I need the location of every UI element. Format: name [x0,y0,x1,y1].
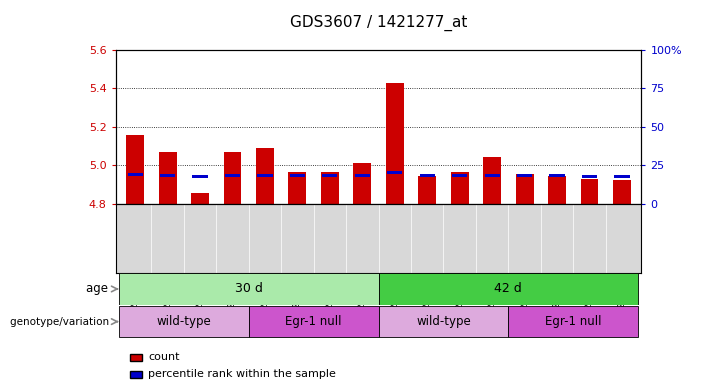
Bar [452,174,468,177]
Bar [126,136,144,204]
Bar [517,174,532,177]
Bar [119,273,379,305]
Bar [322,174,337,177]
Bar [451,172,468,204]
Bar [483,157,501,204]
Text: 42 d: 42 d [494,283,522,295]
Text: genotype/variation: genotype/variation [10,316,112,327]
Bar [256,148,274,204]
Bar [418,176,436,204]
Bar [193,175,207,178]
Bar [580,179,599,204]
Text: wild-type: wild-type [156,315,211,328]
Bar [386,83,404,204]
Bar [128,173,143,176]
Bar [321,172,339,204]
Text: percentile rank within the sample: percentile rank within the sample [148,369,336,379]
Bar [379,273,638,305]
Bar [353,163,372,204]
Bar [582,175,597,178]
Bar [191,193,209,204]
Bar [289,172,306,204]
Bar [550,174,564,177]
Text: age: age [86,283,112,295]
Bar [387,171,402,174]
Bar [548,176,566,204]
Bar [355,174,370,177]
Bar [224,152,241,204]
Text: 30 d: 30 d [235,283,263,295]
Bar [484,174,500,177]
Bar [160,174,175,177]
Bar [508,306,638,337]
Bar [613,180,631,204]
Bar [225,174,240,177]
Bar [257,174,273,177]
Bar [119,306,249,337]
Text: GDS3607 / 1421277_at: GDS3607 / 1421277_at [290,15,468,31]
Text: Egr-1 null: Egr-1 null [285,315,342,328]
Bar [249,306,379,337]
Bar [290,174,305,177]
Bar [614,175,629,178]
Bar [516,174,533,204]
Text: Egr-1 null: Egr-1 null [545,315,601,328]
Bar [379,306,508,337]
Text: wild-type: wild-type [416,315,471,328]
Text: count: count [148,352,179,362]
Bar [158,152,177,204]
Bar [420,174,435,177]
